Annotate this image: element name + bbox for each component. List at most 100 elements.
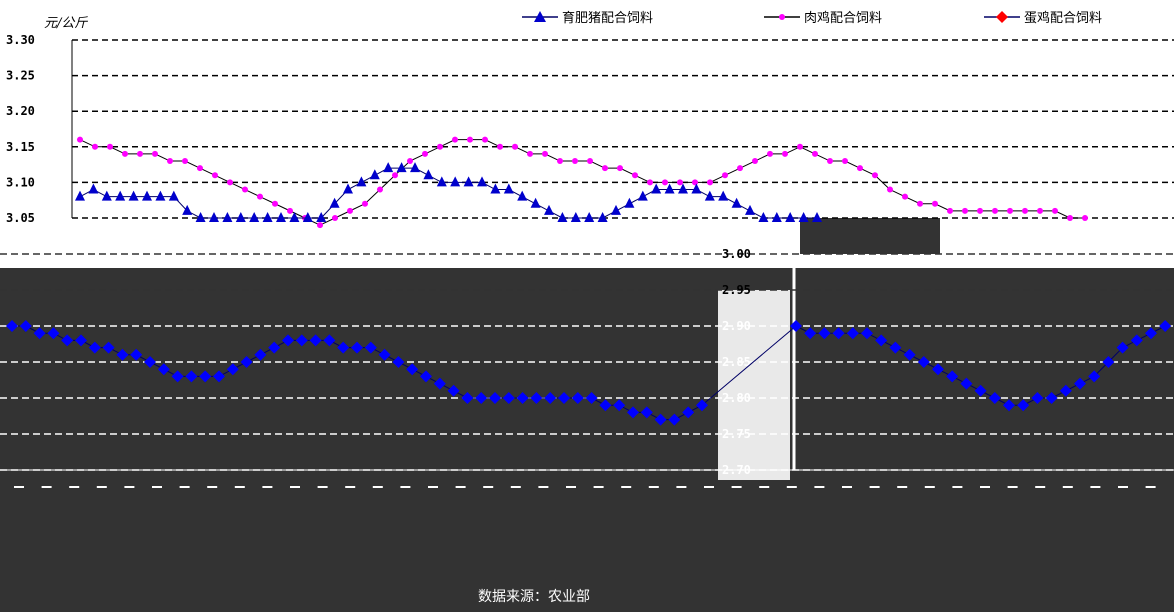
data-point (422, 150, 428, 157)
data-point (347, 207, 353, 214)
data-point (946, 370, 959, 383)
data-point (212, 172, 218, 179)
data-point (804, 327, 817, 340)
data-point (130, 348, 143, 361)
data-point (962, 207, 968, 214)
data-point (152, 150, 158, 157)
lower-tick-column (718, 290, 790, 480)
data-point (974, 384, 987, 397)
data-point (1037, 207, 1043, 214)
data-point (268, 341, 281, 354)
data-point (461, 392, 474, 404)
data-point (542, 150, 548, 157)
data-point (617, 165, 623, 172)
data-point (88, 183, 99, 194)
data-point (782, 150, 788, 157)
data-point (490, 183, 501, 194)
data-point (317, 222, 323, 229)
data-point (362, 200, 368, 207)
legend-marker (534, 11, 546, 22)
data-point (77, 136, 83, 143)
data-point (624, 197, 635, 208)
data-point (1022, 207, 1028, 214)
source-note: 数据来源：农业部 (478, 589, 590, 605)
data-point (406, 363, 419, 376)
data-point (392, 172, 398, 179)
y-tick-label: 2.70 (722, 463, 751, 477)
series-layer (6, 136, 1172, 426)
data-point (584, 212, 595, 222)
data-point (489, 392, 501, 404)
data-point (587, 158, 593, 165)
data-point (1031, 392, 1044, 404)
y-tick-labels: 3.30 3.25 3.20 3.15 3.10 3.05 3.00 2.95 2.90 2.85… (6, 33, 751, 477)
data-point (155, 190, 166, 201)
data-point (377, 186, 383, 193)
data-point (407, 158, 413, 165)
data-point (168, 190, 179, 201)
data-point (323, 334, 336, 347)
data-point (197, 165, 203, 172)
data-point (144, 356, 156, 368)
data-point (254, 348, 267, 361)
data-point (812, 212, 822, 222)
mid-strip-left (0, 218, 790, 268)
data-point (662, 179, 668, 186)
data-point (846, 327, 859, 340)
data-point (33, 327, 46, 340)
data-point (436, 176, 447, 187)
data-point (467, 136, 473, 143)
data-point (678, 183, 688, 194)
data-point (1007, 207, 1013, 214)
data-point (392, 356, 405, 368)
data-point (517, 190, 528, 201)
data-point (516, 392, 529, 404)
y-tick-label: 3.15 (6, 140, 35, 154)
data-point (696, 399, 708, 412)
data-point (276, 212, 286, 222)
data-point (752, 158, 758, 165)
data-point (282, 334, 294, 347)
data-point (627, 406, 639, 419)
y-tick-label: 3.05 (6, 211, 35, 225)
data-point (875, 334, 888, 347)
data-point (19, 320, 32, 332)
data-point (369, 169, 380, 180)
data-point (988, 392, 1001, 404)
data-point (887, 186, 893, 193)
data-point (1130, 334, 1143, 347)
data-point (116, 348, 129, 361)
data-point (647, 179, 653, 186)
data-point (512, 143, 518, 150)
data-point (664, 183, 675, 194)
data-point (1145, 327, 1157, 340)
data-point (242, 186, 248, 193)
data-point (503, 183, 514, 194)
data-point (92, 143, 98, 150)
data-point (137, 150, 143, 157)
data-point (571, 392, 584, 404)
data-point (682, 406, 695, 419)
data-point (101, 190, 112, 201)
data-point (122, 150, 128, 157)
y-tick-label: 3.20 (6, 104, 35, 118)
data-point (75, 334, 87, 347)
data-point (452, 136, 458, 143)
data-point (632, 172, 638, 179)
data-point (235, 212, 246, 222)
data-point (861, 327, 873, 340)
data-point (1017, 399, 1030, 412)
data-point (420, 370, 432, 383)
data-point (1052, 207, 1058, 214)
y-tick-label: 3.10 (6, 175, 35, 189)
data-point (1116, 341, 1129, 354)
data-point (356, 176, 367, 187)
data-point (272, 200, 278, 207)
data-point (798, 212, 809, 222)
legend-label: 蛋鸡配合饲料 (1024, 10, 1102, 26)
data-point (410, 162, 420, 173)
data-point (597, 212, 608, 222)
data-point (185, 370, 198, 383)
y-tick-label: 3.30 (6, 33, 35, 47)
data-point (88, 341, 101, 354)
